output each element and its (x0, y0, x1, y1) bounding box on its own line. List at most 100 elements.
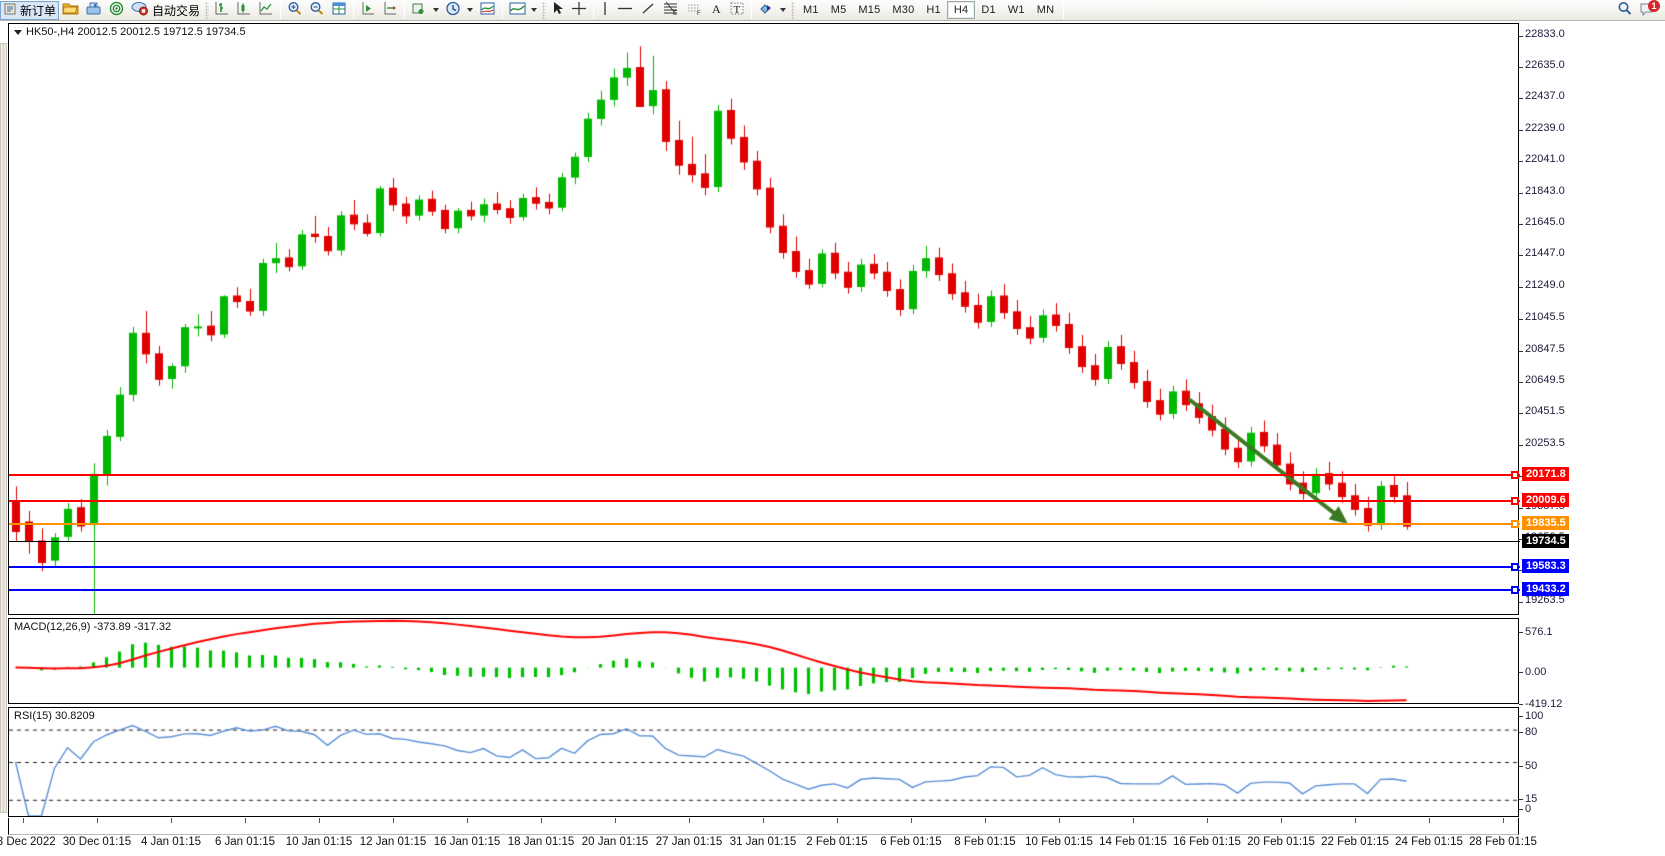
timeframe-d1[interactable]: D1 (981, 4, 996, 16)
support-line-1-label[interactable]: 19583.3 (1522, 559, 1569, 573)
line-chart-button[interactable] (255, 1, 277, 20)
price-pane[interactable] (8, 23, 1519, 615)
notification-button[interactable]: 1 (1636, 0, 1665, 20)
timeframe-w1[interactable]: W1 (1007, 4, 1025, 16)
objects-button[interactable] (755, 1, 789, 20)
equidistant-channel-icon: F (686, 1, 704, 19)
price-axis[interactable]: 22833.0 22635.0 22437.0 22239.0 22041.0 21843… (1519, 21, 1665, 621)
timeframe-m1[interactable]: M1 (803, 4, 819, 16)
autotrading-icon (131, 1, 149, 19)
time-tick-label: 4 Jan 01:15 (140, 836, 202, 848)
indicators-icon (411, 1, 428, 19)
equidistant-channel-button[interactable]: F (683, 1, 707, 20)
toolbar-grip-3[interactable] (791, 1, 796, 19)
rsi-tick-mark (1519, 799, 1523, 800)
resistance-line-1-label[interactable]: 20171.8 (1522, 467, 1569, 481)
time-axis[interactable] (8, 818, 1519, 835)
folder-button[interactable] (59, 1, 82, 20)
autotrading-button[interactable]: 自动交易 (128, 1, 203, 20)
cursor-button[interactable] (548, 1, 568, 20)
macd-axis[interactable]: 576.1 0.00 -419.12 (1519, 618, 1665, 710)
svg-text:E: E (673, 11, 677, 16)
horizontal-line-icon (616, 1, 634, 19)
horizontal-line-button[interactable] (613, 1, 637, 20)
indicators-button[interactable] (408, 1, 442, 20)
time-tick-mark (985, 818, 986, 823)
fibonacci-icon: E (662, 1, 680, 19)
broadcast-button[interactable] (105, 1, 128, 20)
crosshair-button[interactable] (568, 1, 590, 20)
rsi-label: RSI(15) 30.8209 (12, 710, 97, 722)
chart-symbol-header[interactable]: HK50-,H4 20012.5 20012.5 19712.5 19734.5 (12, 26, 248, 38)
resistance-line-2-label[interactable]: 20009.6 (1522, 493, 1569, 507)
price-tick-mark (1519, 161, 1523, 163)
time-tick-label: 10 Jan 01:15 (285, 836, 353, 848)
entry-line-label[interactable]: 19835.5 (1522, 516, 1569, 530)
data-window-button[interactable] (328, 1, 350, 20)
timeframe-m5[interactable]: M5 (830, 4, 847, 16)
chart-vertical-scrollbar[interactable] (0, 43, 7, 813)
time-tick-label: 6 Jan 01:15 (214, 836, 276, 848)
price-tick-mark (1519, 67, 1523, 69)
templates-button[interactable] (476, 1, 499, 20)
rsi-tick-mark (1519, 732, 1523, 733)
rsi-tick-label: 50 (1525, 760, 1538, 772)
macd-tick-mark (1519, 632, 1523, 633)
time-tick-mark (541, 818, 542, 823)
timeframe-h4[interactable]: H4 (946, 1, 976, 19)
price-tick-mark (1519, 192, 1523, 194)
zoom-in-button[interactable] (284, 1, 306, 20)
text-button[interactable]: A (707, 1, 726, 20)
fibonacci-button[interactable]: E (659, 1, 683, 20)
svg-text:A: A (712, 2, 721, 16)
timeframe-mn[interactable]: MN (1036, 4, 1055, 16)
price-tick-mark (1519, 381, 1523, 383)
toolbar-separator-4 (502, 1, 504, 19)
chevron-down-icon-2[interactable] (467, 8, 474, 12)
rsi-tick-mark (1519, 766, 1523, 767)
timeframe-m30[interactable]: M30 (892, 4, 915, 16)
price-tick-mark (1519, 255, 1523, 257)
chevron-down-icon-4[interactable] (780, 8, 787, 12)
search-button[interactable] (1614, 1, 1636, 20)
text-label-button[interactable]: T (726, 1, 748, 20)
timeframe-h1[interactable]: H1 (926, 4, 941, 16)
price-tick-mark (1519, 224, 1523, 226)
toolbar-grip-2[interactable] (542, 1, 547, 19)
templates-select-button[interactable] (506, 1, 540, 20)
save-button[interactable] (82, 1, 105, 20)
vertical-line-button[interactable] (597, 1, 613, 20)
collapse-triangle-icon[interactable] (14, 29, 22, 35)
bar-chart-button[interactable] (211, 1, 233, 20)
macd-pane[interactable] (8, 618, 1519, 704)
time-tick-mark (837, 818, 838, 823)
price-tick-label: 22635.0 (1525, 59, 1565, 72)
chevron-down-icon-3[interactable] (531, 8, 538, 12)
support-line-2-label[interactable]: 19433.2 (1522, 582, 1569, 596)
notification-badge: 1 (1648, 0, 1660, 12)
price-tick-label: 21843.0 (1525, 184, 1565, 197)
time-tick-label: 18 Jan 01:15 (507, 836, 575, 848)
period-button[interactable] (442, 1, 476, 20)
new-order-button[interactable]: 新订单 (0, 0, 60, 20)
line-chart-icon (258, 1, 274, 19)
timeframe-m15[interactable]: M15 (858, 4, 881, 16)
current-price-line-label[interactable]: 19734.5 (1522, 534, 1569, 548)
candlestick-chart-button[interactable] (233, 1, 255, 20)
trend-line-button[interactable] (637, 1, 659, 20)
time-tick-label: 12 Jan 01:15 (359, 836, 427, 848)
toolbar-grip[interactable] (205, 1, 210, 19)
autotrading-label: 自动交易 (152, 3, 201, 18)
auto-scroll-button[interactable] (357, 1, 379, 20)
rsi-axis[interactable]: 100 80 50 15 0 (1519, 707, 1665, 819)
chart-shift-button[interactable] (379, 1, 401, 20)
zoom-out-button[interactable] (306, 1, 328, 20)
time-tick-label: 20 Jan 01:15 (581, 836, 649, 848)
bar-chart-icon (214, 1, 230, 19)
rsi-pane[interactable] (8, 707, 1519, 817)
chevron-down-icon[interactable] (433, 8, 440, 12)
rsi-tick-label: 80 (1525, 726, 1538, 738)
trend-line-icon (640, 1, 656, 19)
cursor-icon (551, 1, 565, 19)
macd-tick-mark (1519, 672, 1523, 673)
